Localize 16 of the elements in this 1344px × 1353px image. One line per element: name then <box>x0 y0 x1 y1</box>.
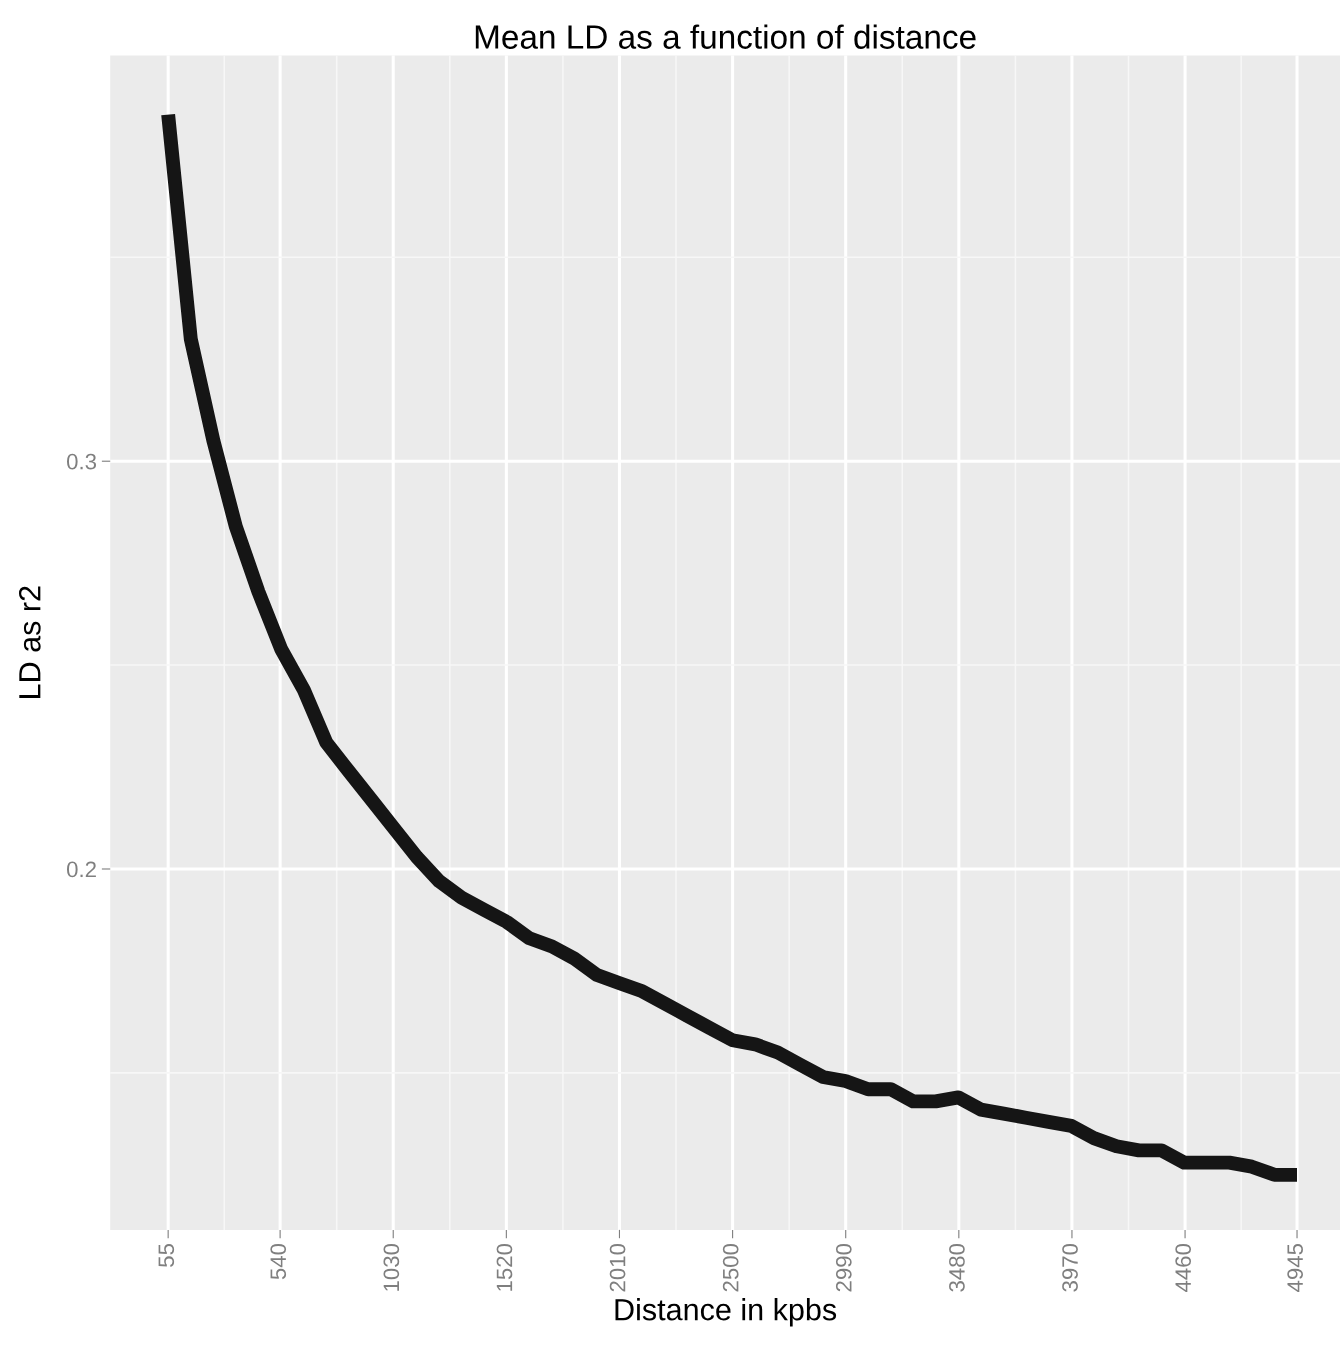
x-tick-label: 540 <box>270 1243 287 1280</box>
x-tick-label: 4945 <box>1287 1244 1303 1292</box>
x-tick-label: 55 <box>158 1244 175 1267</box>
y-axis-title: LD as r2 <box>19 586 41 698</box>
x-tick-label: 3480 <box>949 1243 965 1292</box>
x-tick-label: 1030 <box>383 1243 400 1291</box>
chart-title: Mean LD as a function of distance <box>475 24 976 49</box>
x-tick-label: 2500 <box>722 1243 739 1292</box>
y-tick-label: 0.2 <box>66 861 96 878</box>
x-axis-title: Distance in kpbs <box>615 1298 837 1327</box>
y-tick-label: 0.3 <box>66 453 97 470</box>
x-tick-label: 2990 <box>835 1243 852 1292</box>
x-tick-label: 2010 <box>609 1243 626 1292</box>
x-tick-label: 3970 <box>1062 1243 1078 1292</box>
x-tick-label: 4460 <box>1175 1243 1192 1292</box>
x-tick-label: 1520 <box>496 1243 513 1291</box>
